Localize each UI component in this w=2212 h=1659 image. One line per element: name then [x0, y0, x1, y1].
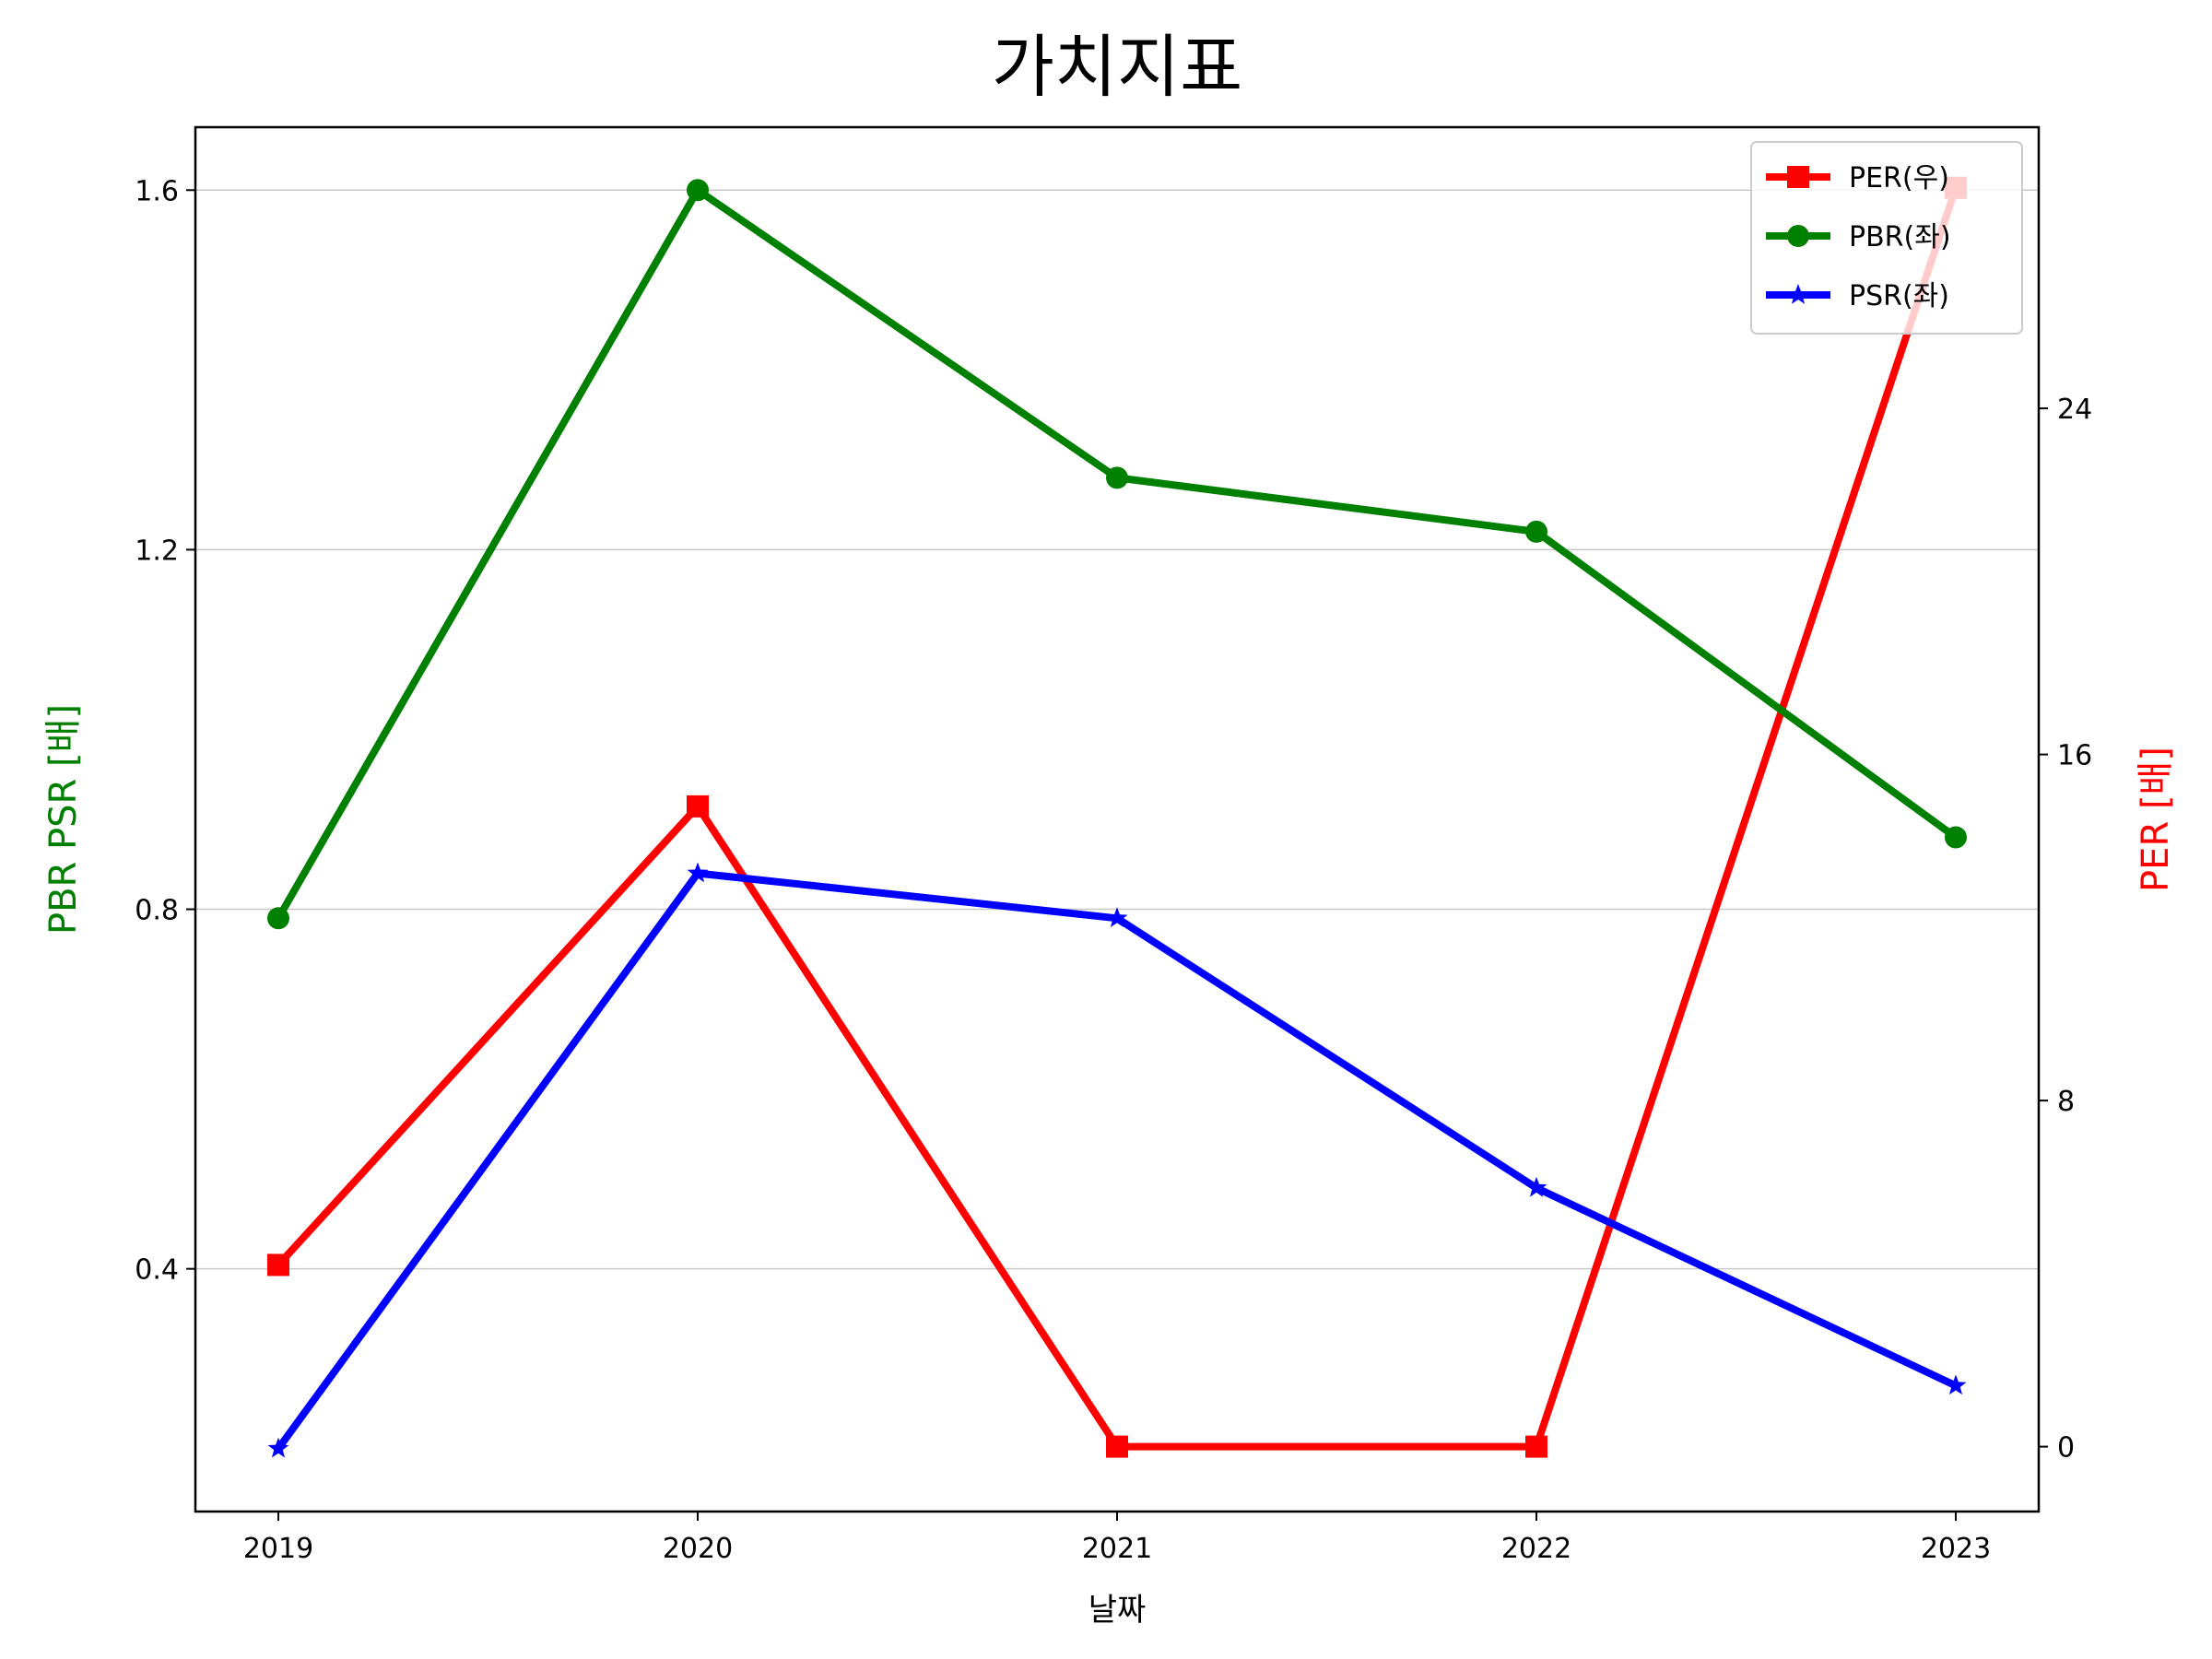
legend: PER(우) PBR(좌) PSR(좌) [1750, 141, 2023, 335]
data-point [267, 1437, 289, 1458]
legend-item: PSR(좌) [1766, 280, 1949, 312]
y-right-tick-label: 24 [2057, 394, 2092, 426]
x-axis: 2019 2020 2021 2022 2023 [243, 1512, 1991, 1565]
legend-label: PSR(좌) [1849, 280, 1949, 312]
series-circle [267, 179, 1967, 930]
data-point [1525, 1435, 1547, 1458]
data-point [267, 907, 289, 930]
x-tick-label: 2021 [1082, 1533, 1152, 1565]
data-point [1945, 1374, 1967, 1395]
y-right-tick-label: 16 [2057, 740, 2092, 772]
y-axis-right-label: PER [배] [2135, 747, 2177, 892]
y-left-tick-label: 0.4 [135, 1254, 179, 1287]
y-left-tick-label: 1.2 [135, 535, 179, 567]
data-point [687, 179, 709, 202]
y-right-tick-label: 0 [2057, 1432, 2075, 1465]
x-tick-label: 2020 [663, 1533, 733, 1565]
legend-label: PBR(좌) [1849, 221, 1951, 253]
legend-item: PBR(좌) [1766, 221, 1951, 253]
data-point [1106, 1435, 1128, 1458]
x-axis-label: 날짜 [1088, 1592, 1147, 1629]
chart-title: 가치지표 [992, 28, 1242, 107]
x-tick-label: 2022 [1501, 1533, 1571, 1565]
x-tick-label: 2019 [243, 1533, 313, 1565]
series-star [267, 862, 1967, 1458]
y-axis-left-label: PBR PSR [배] [42, 704, 85, 935]
legend-label: PER(우) [1849, 162, 1949, 194]
legend-marker [1787, 166, 1809, 188]
y-axis-right: 0 8 16 24 [2039, 394, 2092, 1465]
data-point [1945, 826, 1967, 849]
data-point [1525, 1176, 1547, 1197]
y-left-tick-label: 1.6 [135, 175, 179, 207]
y-right-tick-label: 8 [2057, 1086, 2075, 1118]
x-tick-label: 2023 [1921, 1533, 1991, 1565]
data-point [1106, 466, 1128, 489]
data-point [687, 862, 709, 883]
legend-marker [1787, 284, 1809, 304]
legend-item: PER(우) [1766, 162, 1949, 194]
data-point [1525, 520, 1547, 543]
data-point [687, 794, 709, 818]
legend-marker [1787, 225, 1809, 247]
data-point [267, 1253, 289, 1277]
y-left-tick-label: 0.8 [135, 895, 179, 927]
legend-box [1750, 141, 2023, 335]
data-point [1106, 907, 1128, 927]
y-axis-left: 0.4 0.8 1.2 1.6 [135, 175, 195, 1287]
